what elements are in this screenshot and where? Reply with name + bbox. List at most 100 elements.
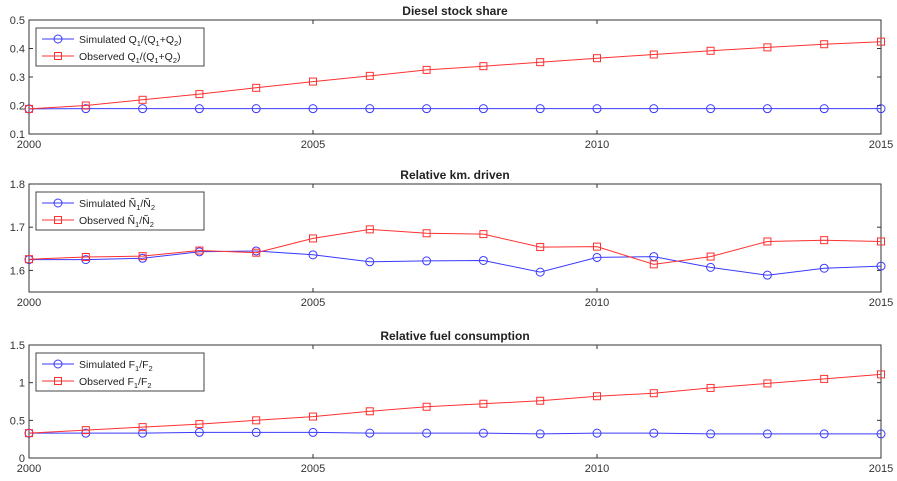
data-point-square: [479, 399, 488, 408]
data-point-circle: [819, 429, 829, 439]
series-simulated: [24, 427, 886, 439]
legend-label: Simulated Q1/(Q1+Q2): [79, 34, 182, 48]
data-point-square: [536, 396, 545, 405]
data-point-square: [138, 95, 147, 104]
data-point-square: [422, 229, 431, 238]
series-line: [28, 373, 882, 434]
y-tick-label: 1.7: [10, 222, 25, 234]
chart-title: Relative fuel consumption: [380, 329, 529, 343]
data-point-square: [763, 379, 772, 388]
data-point-circle: [535, 429, 545, 439]
data-point-circle: [138, 104, 148, 114]
y-tick-label: 0.3: [10, 72, 25, 84]
data-point-square: [195, 246, 204, 255]
data-point-circle: [762, 270, 772, 280]
data-point-circle: [649, 104, 659, 114]
y-tick-label: 1.8: [10, 179, 25, 191]
x-tick-label: 2000: [17, 297, 41, 309]
data-point-circle: [422, 428, 432, 438]
data-point-circle: [422, 256, 432, 266]
legend-marker-square: [54, 377, 62, 385]
data-point-square: [25, 104, 33, 113]
data-point-circle: [365, 428, 375, 438]
data-point-circle: [706, 262, 716, 272]
x-tick-label: 2015: [869, 139, 893, 151]
data-point-square: [877, 370, 885, 379]
legend-marker-circle: [53, 34, 63, 44]
x-tick-label: 2005: [301, 139, 325, 151]
data-point-circle: [706, 104, 716, 114]
y-tick-label: 0.4: [10, 44, 25, 56]
data-point-square: [706, 252, 715, 261]
series-simulated: [24, 104, 886, 114]
data-point-circle: [649, 428, 659, 438]
data-point-square: [763, 43, 772, 52]
data-point-circle: [251, 427, 261, 437]
series-line: [29, 250, 882, 276]
data-point-circle: [819, 104, 829, 114]
chart-title: Diesel stock share: [402, 4, 508, 18]
chart-title: Relative km. driven: [400, 168, 509, 182]
legend-label: Simulated Ñ1/Ñ2: [79, 197, 155, 212]
data-point-square: [593, 242, 601, 251]
data-point-square: [593, 392, 601, 401]
data-point-circle: [819, 263, 829, 273]
legend-marker-circle: [53, 359, 63, 369]
data-point-square: [252, 248, 261, 257]
data-point-square: [820, 374, 829, 383]
x-tick-label: 2005: [301, 463, 325, 475]
data-point-square: [25, 255, 33, 264]
data-point-square: [365, 71, 374, 80]
legend-box: [35, 191, 205, 231]
data-point-square: [536, 58, 545, 67]
data-point-square: [763, 237, 772, 246]
data-point-circle: [762, 429, 772, 439]
y-tick-label: 0: [19, 453, 25, 465]
data-point-square: [365, 407, 374, 416]
y-tick-label: 1: [19, 378, 25, 390]
data-point-circle: [308, 104, 318, 114]
data-point-circle: [592, 252, 602, 262]
series-line: [28, 41, 882, 110]
legend: Simulated F1/F2 Observed F1/F2: [35, 352, 205, 392]
chart-panel-2: Relative km. driven 1.6 1.7 1.8 2000 2005 2010…: [10, 168, 894, 309]
data-point-square: [309, 412, 317, 421]
x-tick-label: 2005: [301, 297, 325, 309]
data-point-circle: [876, 261, 886, 271]
data-point-circle: [592, 104, 602, 114]
data-point-circle: [308, 250, 318, 260]
series-observed: [25, 370, 885, 438]
legend-label: Observed Q1/(Q1+Q2): [79, 51, 181, 65]
data-point-circle: [478, 255, 488, 265]
data-point-circle: [876, 429, 886, 439]
data-point-square: [593, 54, 601, 63]
y-tick-label: 0.5: [10, 15, 25, 27]
data-point-square: [649, 389, 658, 398]
data-point-square: [138, 252, 147, 261]
x-tick-label: 2010: [585, 297, 609, 309]
data-point-square: [25, 429, 33, 438]
data-point-circle: [535, 267, 545, 277]
plot-area: [28, 344, 882, 459]
series-observed: [25, 37, 885, 113]
data-point-circle: [478, 104, 488, 114]
data-point-square: [536, 243, 545, 252]
data-point-square: [252, 416, 261, 425]
x-tick-label: 2010: [585, 139, 609, 151]
data-point-square: [252, 83, 261, 92]
x-tick-label: 2010: [585, 463, 609, 475]
data-point-square: [81, 101, 90, 110]
data-point-square: [649, 260, 658, 269]
legend-marker-circle: [53, 198, 63, 208]
data-point-circle: [592, 428, 602, 438]
data-point-square: [877, 237, 885, 246]
x-tick-label: 2000: [17, 463, 41, 475]
y-tick-label: 0.5: [10, 415, 25, 427]
data-point-circle: [535, 104, 545, 114]
x-tick-label: 2015: [869, 463, 893, 475]
data-point-square: [820, 40, 829, 49]
data-point-square: [81, 426, 90, 435]
data-point-circle: [762, 104, 772, 114]
data-point-circle: [251, 104, 261, 114]
